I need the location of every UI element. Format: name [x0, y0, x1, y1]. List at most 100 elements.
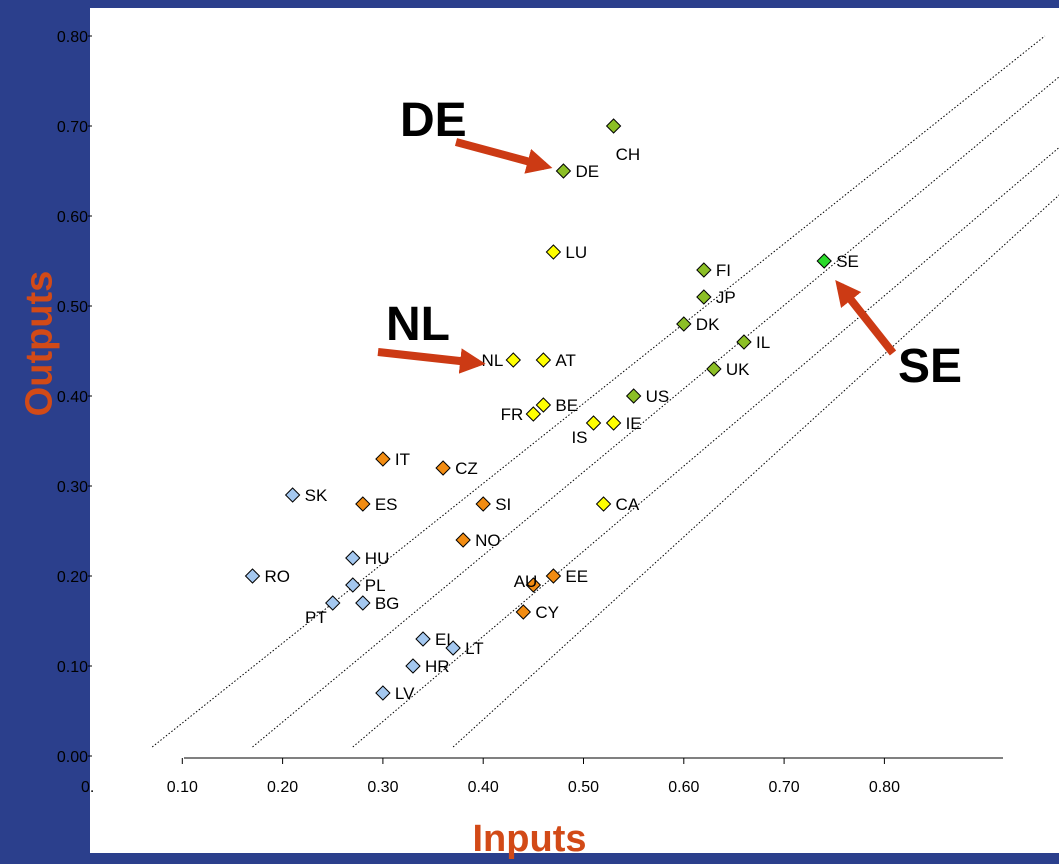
point-label-hr: HR — [425, 657, 450, 676]
reference-line-1 — [151, 35, 1046, 748]
callout-label-de: DE — [400, 94, 467, 147]
data-point-sk — [284, 487, 301, 503]
data-point-bg — [355, 595, 371, 611]
y-tick-label: 0.10 — [57, 659, 88, 676]
data-point-se — [816, 253, 832, 269]
data-point-dk — [676, 316, 692, 332]
data-point-it — [375, 451, 391, 467]
callout-arrow-nl — [377, 348, 486, 374]
reference-line-2 — [252, 76, 1059, 748]
y-tick-label: 0.70 — [57, 119, 88, 136]
point-label-lt: LT — [465, 639, 484, 658]
data-point-cy — [515, 604, 532, 620]
data-point-es — [355, 496, 371, 512]
x-tick-label: 0.20 — [267, 779, 298, 796]
x-tick-label: 0.70 — [769, 779, 800, 796]
point-label-ca: CA — [616, 495, 640, 514]
point-label-pl: PL — [365, 576, 386, 595]
data-point-lt — [445, 640, 461, 656]
y-tick-label: 0.60 — [57, 209, 88, 226]
data-point-hr — [405, 658, 421, 674]
point-label-es: ES — [375, 495, 398, 514]
data-point-ca — [595, 496, 612, 512]
data-point-fi — [696, 262, 712, 278]
y-tick-label: 0.40 — [57, 389, 88, 406]
data-point-si — [475, 496, 491, 512]
x-origin-tick-label: 0. — [81, 779, 94, 796]
point-label-us: US — [646, 387, 670, 406]
x-tick-label: 0.50 — [568, 779, 599, 796]
data-point-nl — [505, 352, 521, 368]
data-point-ro — [244, 568, 261, 584]
y-tick-label: 0.50 — [57, 299, 88, 316]
data-point-ee — [545, 568, 562, 584]
y-tick-label: 0.80 — [57, 29, 88, 46]
point-label-bg: BG — [375, 594, 400, 613]
data-point-fr — [525, 406, 542, 422]
point-label-si: SI — [495, 495, 511, 514]
data-point-hu — [345, 550, 361, 566]
data-point-lu — [545, 244, 562, 260]
data-point-il — [736, 334, 752, 350]
y-tick-label: 0.00 — [57, 749, 88, 766]
point-label-dk: DK — [696, 315, 720, 334]
point-label-lv: LV — [395, 684, 415, 703]
point-label-ee: EE — [565, 567, 588, 586]
y-tick-label: 0.20 — [57, 569, 88, 586]
point-label-fr: FR — [501, 405, 524, 424]
reference-line-3 — [352, 146, 1059, 748]
data-point-no — [455, 532, 471, 548]
y-axis-title: Outputs — [18, 270, 61, 417]
callout-arrow-se — [835, 279, 897, 356]
point-label-uk: UK — [726, 360, 750, 379]
point-label-lu: LU — [565, 243, 587, 262]
point-label-fi: FI — [716, 261, 731, 280]
point-label-nl: NL — [482, 351, 504, 370]
point-label-at: AT — [555, 351, 575, 370]
x-tick-label: 0.10 — [167, 779, 198, 796]
x-axis-title: Inputs — [472, 818, 587, 860]
data-point-lv — [375, 685, 391, 701]
point-label-il: IL — [756, 333, 770, 352]
data-point-jp — [696, 289, 712, 305]
point-label-cz: CZ — [455, 459, 478, 478]
point-label-se: SE — [836, 252, 859, 271]
point-label-hu: HU — [365, 549, 390, 568]
point-label-ro: RO — [265, 567, 291, 586]
callout-arrow-de — [454, 138, 553, 174]
point-label-ie: IE — [626, 414, 642, 433]
data-point-be — [535, 397, 552, 413]
x-tick-label: 0.30 — [367, 779, 398, 796]
y-tick-label: 0.30 — [57, 479, 88, 496]
data-point-at — [535, 352, 552, 368]
data-point-de — [555, 163, 572, 179]
point-label-it: IT — [395, 450, 410, 469]
point-label-be: BE — [555, 396, 578, 415]
data-point-us — [625, 388, 642, 404]
plot-area — [90, 8, 1059, 853]
point-label-jp: JP — [716, 288, 736, 307]
data-point-uk — [706, 361, 722, 377]
data-point-ch — [605, 118, 622, 134]
point-label-sk: SK — [305, 486, 328, 505]
data-point-is — [585, 415, 602, 431]
reference-line-4 — [452, 194, 1059, 748]
callout-label-nl: NL — [386, 298, 450, 351]
data-point-pt — [325, 595, 341, 611]
data-point-el — [415, 631, 431, 647]
data-point-pl — [345, 577, 361, 593]
point-label-ch: CH — [616, 145, 641, 164]
point-label-no: NO — [475, 531, 501, 550]
data-point-cz — [435, 460, 451, 476]
point-label-au: AU — [514, 572, 538, 591]
point-label-de: DE — [575, 162, 599, 181]
point-label-is: IS — [571, 428, 587, 447]
callout-label-se: SE — [898, 340, 962, 393]
point-label-cy: CY — [535, 603, 559, 622]
x-tick-label: 0.60 — [668, 779, 699, 796]
data-point-au — [525, 577, 542, 593]
x-tick-label: 0.80 — [869, 779, 900, 796]
data-point-ie — [605, 415, 622, 431]
point-label-pt: PT — [305, 608, 327, 627]
